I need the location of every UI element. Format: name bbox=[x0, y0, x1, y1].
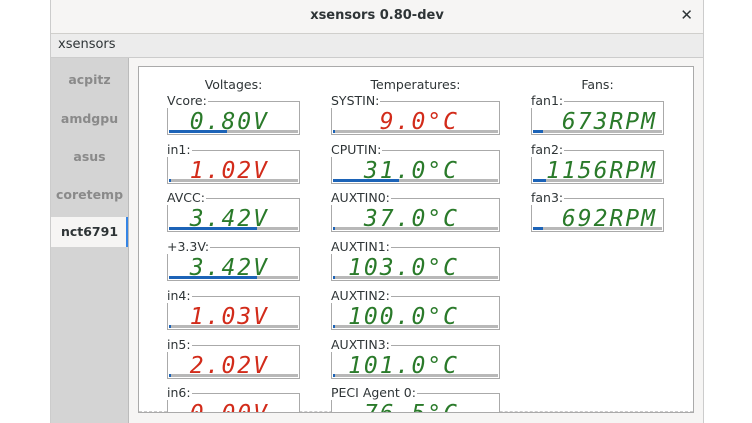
sensor-level-fill bbox=[333, 276, 335, 280]
sensor-auxtin1: AUXTIN1: 103.0°C bbox=[331, 240, 500, 282]
sensor-label: in1: bbox=[167, 141, 192, 157]
sensor-display: 101.0°C bbox=[331, 344, 500, 379]
sidebar-item-asus[interactable]: asus bbox=[73, 149, 106, 164]
sensor-label: AUXTIN1: bbox=[331, 239, 391, 255]
sensor-level-fill bbox=[333, 227, 335, 231]
sensor-level-bar bbox=[533, 130, 662, 133]
sensor-display: 37.0°C bbox=[331, 198, 500, 233]
sensor-level-bar bbox=[333, 130, 498, 133]
sensor-value: 76.5°C bbox=[364, 401, 459, 412]
sensor-level-fill bbox=[169, 324, 171, 328]
sensor-label: in5: bbox=[167, 336, 192, 352]
close-icon[interactable]: ✕ bbox=[680, 6, 693, 24]
sensor-fan1: fan1: 673RPM bbox=[531, 94, 664, 136]
sensor-label: in4: bbox=[167, 287, 192, 303]
sensor-in4: in4: 1.03V bbox=[167, 287, 300, 331]
sensor-level-bar bbox=[169, 130, 298, 133]
sensor-fan2: fan2: 1156RPM bbox=[531, 141, 664, 185]
sidebar: acpitz amdgpu asus coretemp nct6791 bbox=[51, 58, 129, 423]
sensor-level-bar bbox=[169, 373, 298, 377]
sensor-level-fill bbox=[169, 373, 171, 377]
sensor-level-fill bbox=[333, 373, 335, 377]
sensor-vcore: Vcore: 0.80V bbox=[167, 94, 300, 136]
sensor-level-fill bbox=[533, 178, 546, 182]
sensor-display: 0.00V bbox=[167, 393, 300, 412]
sensor-avcc: AVCC: 3.42V bbox=[167, 191, 300, 233]
sensor-level-bar bbox=[333, 227, 498, 231]
sensor-display: 0.80V bbox=[167, 101, 300, 135]
sensor-display: 9.0°C bbox=[331, 101, 500, 135]
sensor-value: 0.00V bbox=[190, 401, 269, 412]
sensor-auxtin3: AUXTIN3: 101.0°C bbox=[331, 336, 500, 380]
sensor-level-fill bbox=[533, 227, 544, 231]
sensor-level-bar bbox=[533, 227, 662, 231]
sensor-label: fan1: bbox=[531, 93, 565, 108]
title-bar: xsensors 0.80-dev ✕ bbox=[51, 0, 703, 34]
sensor-level-bar bbox=[333, 276, 498, 280]
column-title: Voltages: bbox=[204, 77, 263, 92]
sensor-level-bar bbox=[169, 178, 298, 182]
sensor-level-bar bbox=[333, 324, 498, 328]
sensor-level-fill bbox=[169, 178, 171, 182]
sensor-panel: Voltages: Vcore: 0.80V in1: 1.02V AVCC: 3.42V +… bbox=[138, 66, 694, 413]
sensor-33v: +3.3V: 3.42V bbox=[167, 240, 300, 282]
sensor-level-fill bbox=[169, 227, 257, 231]
sensor-label: in6: bbox=[167, 385, 192, 401]
sensor-in1: in1: 1.02V bbox=[167, 141, 300, 185]
sensor-cputin: CPUTIN: 31.0°C bbox=[331, 141, 500, 185]
window-title: xsensors 0.80-dev bbox=[310, 8, 444, 23]
sensor-label: fan2: bbox=[531, 141, 565, 157]
sensor-level-fill bbox=[333, 130, 335, 133]
sensor-level-bar bbox=[533, 178, 662, 182]
sensor-level-bar bbox=[169, 227, 298, 231]
sidebar-item-nct6791[interactable]: nct6791 bbox=[51, 217, 128, 247]
sensor-level-bar bbox=[169, 324, 298, 328]
sensor-in5: in5: 2.02V bbox=[167, 336, 300, 380]
menu-bar: xsensors bbox=[51, 34, 703, 58]
sensor-label: AVCC: bbox=[167, 190, 206, 206]
sensor-label: AUXTIN0: bbox=[331, 190, 391, 206]
sensor-peciagent0: PECI Agent 0:76.5°C bbox=[331, 385, 500, 412]
sidebar-item-acpitz[interactable]: acpitz bbox=[68, 72, 111, 87]
sensor-display: 2.02V bbox=[167, 344, 300, 379]
sensor-label: CPUTIN: bbox=[331, 141, 383, 157]
sensor-label: Vcore: bbox=[167, 93, 208, 108]
sensor-systin: SYSTIN: 9.0°C bbox=[331, 94, 500, 136]
column-title: Fans: bbox=[581, 77, 614, 92]
sensor-fan3: fan3: 692RPM bbox=[531, 191, 664, 233]
sensor-label: fan3: bbox=[531, 190, 565, 206]
sensor-display: 673RPM bbox=[531, 101, 664, 135]
sensor-auxtin2: AUXTIN2: 100.0°C bbox=[331, 287, 500, 331]
sensor-auxtin0: AUXTIN0: 37.0°C bbox=[331, 191, 500, 233]
column-title: Temperatures: bbox=[370, 77, 461, 92]
sensor-label: +3.3V: bbox=[167, 239, 211, 255]
menu-xsensors[interactable]: xsensors bbox=[58, 37, 116, 52]
sensor-level-fill bbox=[533, 130, 544, 133]
sensor-level-fill bbox=[333, 178, 399, 182]
sensor-label: PECI Agent 0: bbox=[331, 385, 417, 401]
sensor-level-fill bbox=[169, 130, 228, 133]
sensor-level-bar bbox=[333, 178, 498, 182]
sidebar-item-amdgpu[interactable]: amdgpu bbox=[60, 111, 119, 126]
sensor-level-bar bbox=[169, 276, 298, 280]
sensor-in6: in6:0.00V bbox=[167, 385, 300, 412]
sensor-level-fill bbox=[169, 276, 257, 280]
sensor-label: SYSTIN: bbox=[331, 93, 381, 108]
sensor-level-fill bbox=[333, 324, 335, 328]
sensor-level-bar bbox=[333, 373, 498, 377]
sensor-label: AUXTIN2: bbox=[331, 287, 391, 303]
sensor-display: 1156RPM bbox=[531, 149, 664, 184]
app-window: xsensors 0.80-dev ✕ xsensors acpitz amdg… bbox=[50, 0, 704, 423]
sensor-label: AUXTIN3: bbox=[331, 336, 391, 352]
sidebar-item-coretemp[interactable]: coretemp bbox=[55, 187, 124, 202]
sensor-display: 103.0°C bbox=[331, 247, 500, 282]
